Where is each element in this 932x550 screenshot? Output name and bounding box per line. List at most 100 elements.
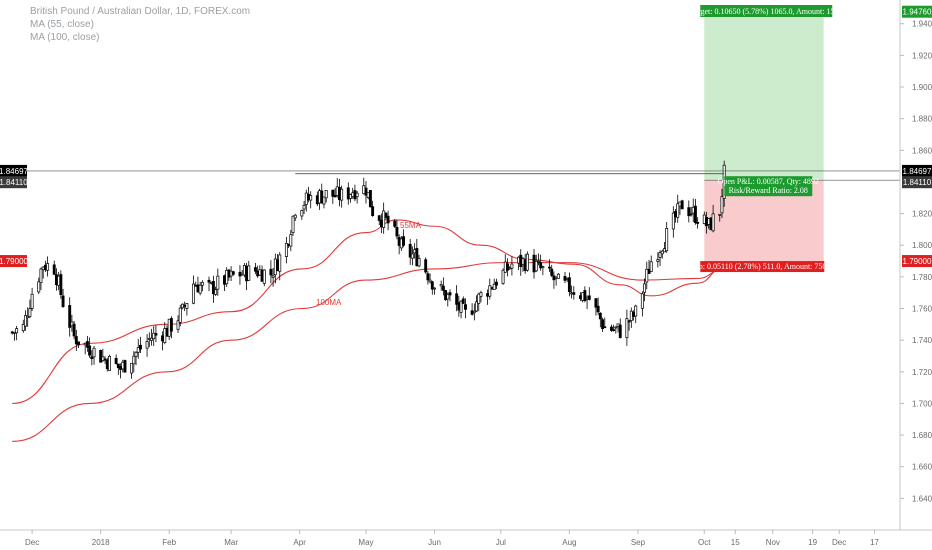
candle [302,201,306,214]
candle [192,275,195,305]
candle-body [382,210,386,228]
candle [501,268,505,285]
candle-body [430,281,434,290]
candle [534,254,538,273]
candle [324,189,328,203]
price-tick-label: 1.70000 [912,399,932,408]
candle [231,270,235,276]
candle [541,265,545,276]
stop-price-tag-left-text: 1.79000 [0,257,29,266]
candle-body [479,292,483,297]
candle-body [539,262,543,269]
price-tick-label: 1.82000 [912,210,932,219]
candle [656,252,660,268]
candle [470,303,474,316]
price-tick-label: 1.76000 [912,305,932,314]
moving-averages [12,219,725,442]
candle [424,257,428,274]
candle-body [643,283,647,293]
price-tick-label: 1.94000 [912,20,932,29]
candle-body [475,301,478,312]
candle-body [130,362,134,374]
candle-body [410,253,414,259]
candle [346,182,350,205]
candle-body [108,355,111,371]
candle [718,213,722,222]
candle [284,236,288,264]
candle [136,338,140,359]
candle [587,287,591,301]
candle [475,295,478,312]
candle-body [15,328,19,334]
candle-body [693,205,697,224]
candle [176,315,180,334]
candle-body [302,205,306,210]
candle-body [253,267,257,272]
candle [408,239,412,265]
time-tick-label: Dec [832,538,846,547]
candle-body [464,304,467,310]
candle-body [718,213,722,216]
candle-body [198,284,202,294]
candle [525,251,529,272]
candle [291,215,295,236]
ma55-annotation: 55MA [400,221,422,230]
candle-body [536,260,540,263]
candle [85,335,89,352]
candle [371,200,375,217]
candle-body [145,341,149,349]
candle [74,329,78,351]
candle-body [278,254,282,272]
candle-body [506,263,509,271]
candle [211,275,215,303]
candle [536,253,540,266]
candle-body [176,320,180,330]
candle [548,259,551,272]
candle [152,326,156,347]
price-tick-label: 1.74000 [912,336,932,345]
candle-body [393,220,397,227]
candle-body [271,275,275,278]
price-tick-label: 1.64000 [912,494,932,503]
price-tick-label: 1.68000 [912,431,932,440]
time-tick-label: Jul [496,538,506,547]
candle [494,278,498,290]
candle [28,299,32,319]
candle [30,287,34,312]
price-tick-label: 1.80000 [912,241,932,250]
candle-body [26,315,30,319]
candle-body [598,312,602,320]
candle-body [448,292,452,296]
candle [198,281,202,296]
candle [21,319,25,333]
candle [68,297,72,337]
candle [479,290,483,303]
candle [693,199,697,225]
time-tick-label: Jun [428,538,441,547]
candle-body [377,215,381,221]
ma100-annotation: 100MA [316,298,342,307]
time-tick-label: Dec [25,538,39,547]
candle [417,254,421,268]
candle-body [355,192,359,198]
stop-info-bg [700,261,825,273]
rr-info-text: Risk/Reward Ratio: 2.08 [729,186,808,195]
candle [428,273,432,284]
entry-price-tag-left: 1.84110 [0,176,28,189]
candle [26,307,30,327]
candle [130,362,134,379]
candle-body [103,358,107,361]
target-price-tag: 1.94760 [902,5,932,18]
candle-body [139,344,142,350]
candles [10,160,726,379]
candle-body [402,236,406,246]
candle-body [152,332,156,339]
candle [594,298,598,316]
candle-body [309,195,313,201]
candle-body [169,318,173,332]
price-tick-label: 1.92000 [912,51,932,60]
candle [207,276,211,292]
target-info-box: Target: 0.10650 (5.78%) 1065.0, Amount: … [690,5,842,17]
candle-body [178,307,182,323]
